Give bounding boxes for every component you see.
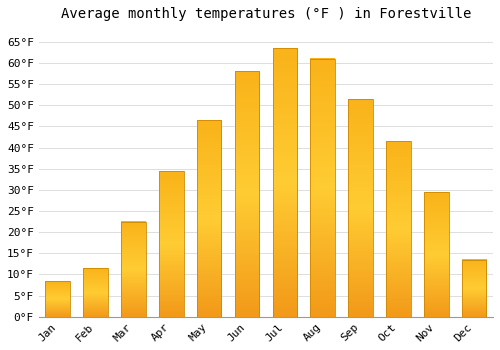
Bar (272, 48, 297, 317)
Bar (121, 222, 146, 317)
Bar (159, 171, 184, 317)
Bar (234, 71, 260, 317)
Bar (462, 260, 486, 317)
Bar (386, 141, 410, 317)
Bar (310, 59, 335, 317)
Bar (424, 192, 448, 317)
Bar (46, 281, 70, 317)
Bar (84, 268, 108, 317)
Title: Average monthly temperatures (°F ) in Forestville: Average monthly temperatures (°F ) in Fo… (60, 7, 471, 21)
Bar (348, 99, 373, 317)
Bar (197, 120, 222, 317)
